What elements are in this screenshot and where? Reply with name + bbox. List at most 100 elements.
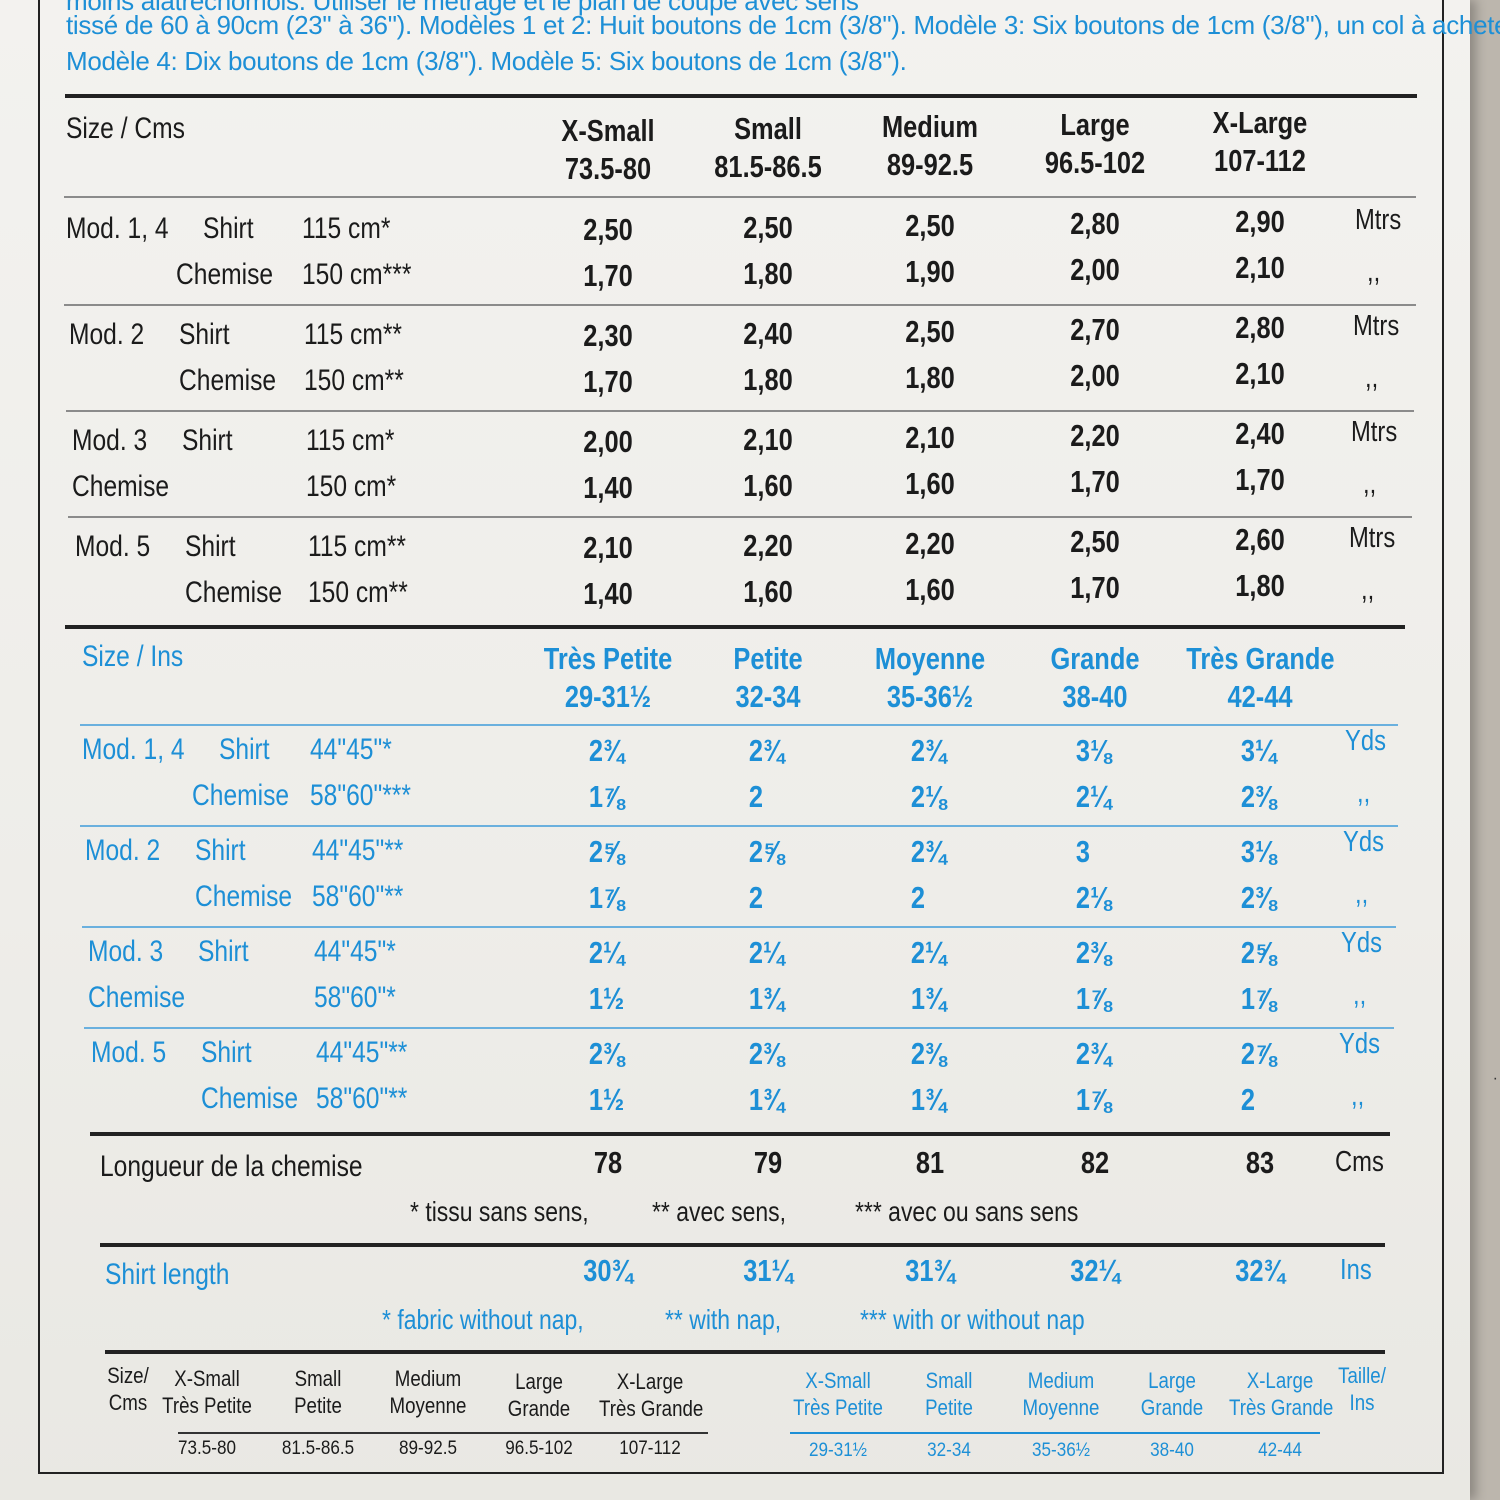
imperial-cell: 2⅝ <box>588 834 625 869</box>
metric-cell: 1,80 <box>1235 568 1285 603</box>
imperial-row-model: Mod. 5 <box>91 1036 167 1069</box>
imperial-row-chemise: Chemise <box>88 981 186 1014</box>
metric-cell: 2,00 <box>1070 358 1120 393</box>
imperial-size-range: 42-44 <box>1227 679 1293 714</box>
strip-size-name-fr: Grande <box>1140 1395 1204 1420</box>
strip-size-name: Small <box>294 1366 342 1391</box>
metric-size-name: Large <box>1060 107 1130 142</box>
imperial-size-name: Grande <box>1050 641 1140 676</box>
imperial-size-header-3: Grande 38-40 <box>1021 640 1169 716</box>
strip-size-name-fr: Très Grande <box>599 1396 704 1421</box>
imperial-size-name: Très Grande <box>1186 641 1335 676</box>
imperial-size-name: Moyenne <box>874 641 986 676</box>
imperial-row-chemise: Chemise <box>195 880 293 913</box>
strip-size-name: X-Large <box>1246 1368 1314 1393</box>
length_en-value: 31¼ <box>743 1253 793 1288</box>
size-strip-cms-bar <box>178 1432 708 1434</box>
imperial-row-width1: 44"45"* <box>314 935 396 968</box>
length_fr-label: Longueur de la chemise <box>100 1150 363 1183</box>
metric-row-model: Mod. 1, 4 <box>66 212 169 245</box>
imperial-size-range: 38-40 <box>1062 679 1128 714</box>
strip-size-name: X-Small <box>174 1366 240 1391</box>
length_fr-value: 79 <box>753 1145 783 1180</box>
imperial-cell: 2¾ <box>588 733 625 768</box>
edge-mark: · <box>1492 1070 1498 1087</box>
strip-right-label-line: Taille/ <box>1338 1363 1386 1388</box>
length_fr-value: 83 <box>1245 1145 1275 1180</box>
strip-right-label-line: Ins <box>1349 1390 1375 1415</box>
metric-size-range: 96.5-102 <box>1044 145 1146 180</box>
imperial-cell: 1⅞ <box>1075 1082 1112 1117</box>
imperial-row-width2: 58"60"*** <box>310 779 411 812</box>
imperial-unit: Yds <box>1341 927 1382 959</box>
metric-row-width1: 115 cm* <box>302 212 391 245</box>
metric-size-name: X-Small <box>561 113 655 148</box>
imperial-cell: 2¼ <box>588 935 625 970</box>
metric-cell: 2,40 <box>1235 416 1285 451</box>
metric-row-shirt: Shirt <box>203 212 254 245</box>
length_en-note: ** with nap, <box>665 1304 782 1335</box>
metric-cell: 2,60 <box>1235 522 1285 557</box>
rule-metric-end <box>65 625 1405 629</box>
metric-cell: 1,80 <box>743 362 793 397</box>
metric-unit: Mtrs <box>1353 310 1400 342</box>
imperial-cell: 2⅜ <box>1240 880 1277 915</box>
metric-size-name: Small <box>734 111 802 146</box>
imperial-cell: 2 <box>910 880 925 915</box>
imperial-unit-ditto: ,, <box>1351 1080 1365 1112</box>
strip-size-name-fr: Moyenne <box>389 1393 467 1418</box>
strip-right-range: 32-34 <box>927 1440 971 1461</box>
metric-size-header-0: X-Small 73.5-80 <box>534 112 682 188</box>
strip-right-col-4: X-Large Très Grande <box>1229 1367 1333 1421</box>
strip-left-label: Size/Cms <box>103 1362 154 1416</box>
imperial-unit-ditto: ,, <box>1355 878 1369 910</box>
metric-row-width1: 115 cm** <box>308 530 407 563</box>
metric-cell: 1,60 <box>905 466 955 501</box>
metric-unit-ditto: ,, <box>1367 256 1381 288</box>
imperial-size-name: Très Petite <box>543 641 673 676</box>
metric-row-chemise: Chemise <box>185 576 283 609</box>
metric-cell: 1,60 <box>905 572 955 607</box>
length_fr-value: 78 <box>593 1145 623 1180</box>
metric-cell: 2,50 <box>905 208 955 243</box>
rule-length-fr-end <box>100 1243 1385 1247</box>
metric-size-range: 81.5-86.5 <box>714 149 822 184</box>
strip-right-col-2: Medium Moyenne <box>1010 1367 1112 1421</box>
strip-size-name: Medium <box>394 1366 462 1391</box>
strip-right-label: Taille/Ins <box>1337 1362 1388 1416</box>
strip-size-name-fr: Très Petite <box>162 1393 252 1418</box>
metric-row-rule <box>68 516 1412 518</box>
metric-cell: 2,10 <box>743 422 793 457</box>
strip-left-col-1: Small Petite <box>267 1365 369 1419</box>
metric-row-shirt: Shirt <box>182 424 233 457</box>
strip-left-label-line: Cms <box>108 1390 148 1415</box>
intro-line-0: moins alatrechomois. Utiliser le métrage… <box>66 0 859 16</box>
metric-cell: 1,80 <box>905 360 955 395</box>
imperial-row-shirt: Shirt <box>195 834 246 867</box>
metric-size-name: Medium <box>881 109 979 144</box>
strip-right-col-1: Small Petite <box>898 1367 1000 1421</box>
strip-left-label-line: Size/ <box>107 1363 149 1388</box>
strip-size-name-fr: Petite <box>925 1395 973 1420</box>
metric-unit-ditto: ,, <box>1363 468 1377 500</box>
metric-cell: 2,80 <box>1070 206 1120 241</box>
imperial-cell: 2 <box>1240 1082 1255 1117</box>
strip-left-range: 107-112 <box>619 1438 681 1459</box>
rule-length-en-end <box>105 1350 1385 1354</box>
imperial-row-width1: 44"45"** <box>312 834 404 867</box>
imperial-row-width2: 58"60"* <box>314 981 396 1014</box>
metric-cell: 1,60 <box>743 468 793 503</box>
strip-size-name: X-Large <box>616 1369 684 1394</box>
imperial-row-chemise: Chemise <box>192 779 290 812</box>
metric-cell: 2,50 <box>1070 524 1120 559</box>
length_en-value: 30¾ <box>583 1253 633 1288</box>
metric-cell: 2,00 <box>583 424 633 459</box>
imperial-cell: 2⅛ <box>910 779 947 814</box>
length_fr-note: *** avec ou sans sens <box>855 1196 1079 1227</box>
metric-cell: 1,90 <box>905 254 955 289</box>
strip-size-name: Small <box>925 1368 973 1393</box>
length_en-note: * fabric without nap, <box>382 1304 584 1335</box>
strip-left-col-3: Large Grande <box>488 1368 590 1422</box>
imperial-cell: 3⅛ <box>1240 834 1277 869</box>
metric-row-rule <box>66 410 1414 412</box>
